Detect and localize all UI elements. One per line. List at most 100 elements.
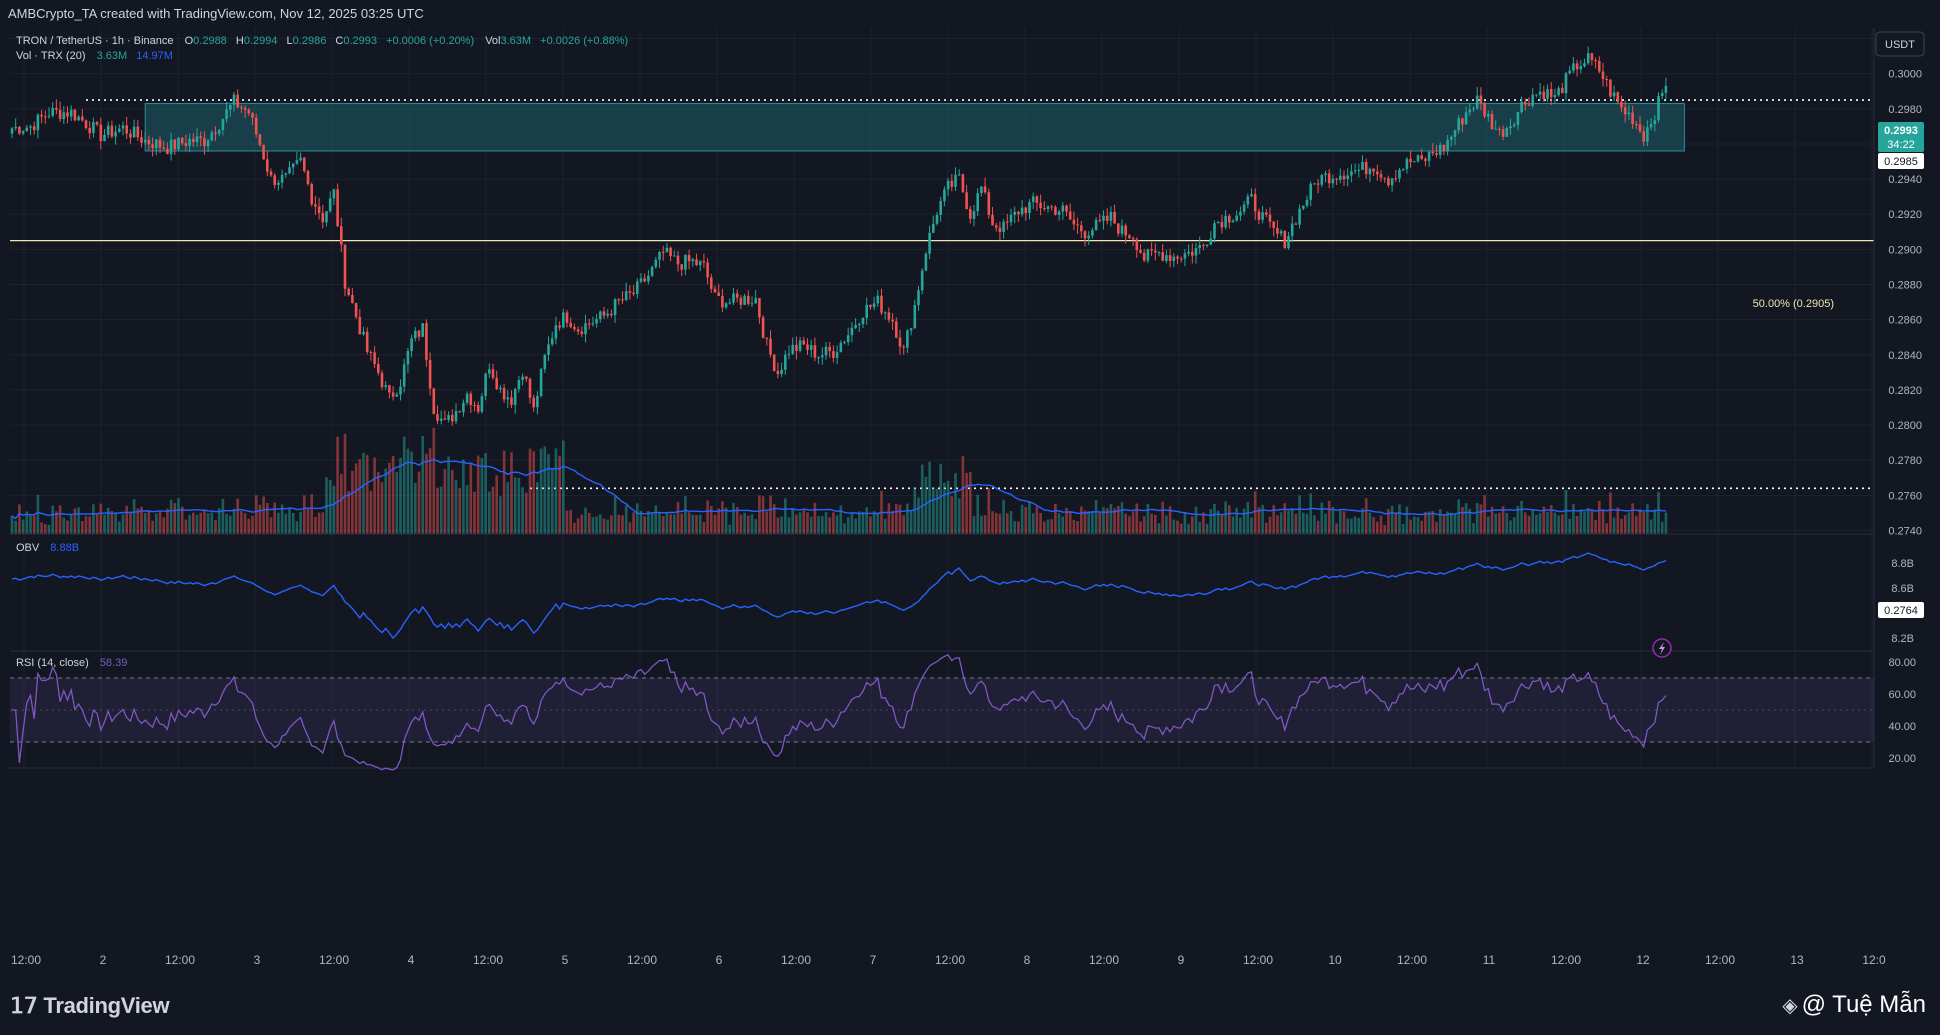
time-tick-label: 8 — [1024, 953, 1031, 967]
volume-bar — [1424, 511, 1427, 534]
candle-body — [1061, 205, 1065, 212]
candle-body — [1017, 211, 1020, 215]
volume-bar — [602, 518, 606, 534]
volume-bar — [306, 508, 310, 534]
volume-bar — [817, 515, 820, 534]
candle-body — [18, 126, 21, 134]
tradingview-logo[interactable]: 𝟣𝟩 TradingView — [10, 993, 170, 1019]
time-tick-label: 12:0 — [1862, 953, 1886, 967]
volume-bar — [621, 515, 624, 534]
lightning-icon[interactable] — [1652, 638, 1672, 658]
low-label: L — [287, 35, 293, 47]
volume-bar — [1520, 500, 1523, 534]
candle-body — [517, 380, 521, 390]
volume-bar — [1357, 518, 1361, 534]
volume-bar — [869, 516, 872, 534]
price-tick-label: 0.2780 — [1888, 455, 1922, 467]
candle-body — [909, 328, 913, 331]
volume-bar — [1339, 510, 1342, 534]
candle-body — [1350, 171, 1353, 176]
candle-body — [724, 303, 728, 308]
candle-body — [1605, 79, 1608, 81]
candle-body — [210, 132, 214, 141]
candle-body — [1483, 102, 1486, 117]
volume-bar — [1028, 500, 1031, 534]
volume-bar — [1420, 520, 1423, 534]
volume-bar — [846, 517, 850, 534]
candle-body — [528, 378, 532, 398]
volume-bar — [328, 479, 332, 534]
volume-bar — [266, 502, 269, 534]
candle-body — [1316, 183, 1320, 185]
volume-bar — [1616, 507, 1620, 534]
volume-bar — [1183, 512, 1187, 534]
time-tick-label: 12:00 — [627, 953, 657, 967]
currency-button[interactable]: USDT — [1875, 31, 1925, 57]
volume-bar — [935, 489, 939, 534]
volume-bar — [654, 505, 658, 534]
candle-body — [913, 305, 917, 329]
volume-label: Vol — [485, 35, 500, 47]
candle-body — [1368, 168, 1372, 175]
volume-bar — [414, 482, 417, 534]
volume-bar — [32, 515, 36, 534]
chart-area[interactable]: 0.30200.30000.29800.29600.29400.29200.29… — [0, 28, 1940, 981]
candle-body — [1165, 255, 1168, 261]
candle-body — [155, 139, 158, 149]
rsi-tick-label: 80.00 — [1888, 657, 1916, 669]
candle-body — [1209, 238, 1213, 245]
candle-body — [1168, 255, 1172, 261]
volume-bar — [902, 515, 905, 534]
candle-body — [684, 255, 687, 270]
candle-body — [650, 266, 654, 276]
candle-body — [1031, 196, 1035, 203]
price-tick-label: 0.2940 — [1888, 174, 1922, 186]
candle-body — [809, 345, 813, 350]
candle-body — [10, 128, 14, 134]
price-chart-svg[interactable]: 0.30200.30000.29800.29600.29400.29200.29… — [0, 28, 1940, 981]
candle-body — [1653, 120, 1657, 125]
volume-bar — [180, 506, 184, 534]
candle-body — [1065, 205, 1068, 212]
candle-body — [1542, 91, 1546, 99]
volume-bar — [987, 488, 991, 534]
volume-bar — [1516, 506, 1520, 534]
volume-bar — [821, 515, 824, 534]
candle-body — [499, 387, 502, 390]
candle-body — [395, 394, 399, 397]
candle-body — [935, 214, 939, 224]
ohlc-legend: TRON / TetherUS · 1h · Binance O0.2988 H… — [16, 35, 628, 47]
volume-bar — [1216, 510, 1220, 534]
candle-body — [336, 189, 339, 227]
volume-bar — [891, 510, 894, 534]
candle-body — [550, 338, 554, 345]
candle-body — [1198, 245, 1201, 249]
candle-body — [1646, 127, 1649, 142]
candle-body — [965, 192, 968, 210]
candle-body — [525, 376, 528, 379]
volume-bar — [1039, 513, 1042, 534]
candle-body — [1401, 169, 1405, 171]
candle-body — [565, 312, 569, 323]
candle-body — [180, 137, 184, 144]
obv-axis-labels: 8.8B8.6B8.4B8.2B — [1891, 558, 1914, 645]
volume-bar — [1353, 516, 1357, 534]
candle-body — [621, 299, 624, 301]
candle-body — [573, 327, 576, 330]
candle-body — [1490, 113, 1494, 130]
candle-body — [1020, 207, 1024, 215]
chart-caption: AMBCrypto_TA created with TradingView.co… — [8, 6, 424, 21]
volume-bar — [1020, 504, 1024, 534]
candle-body — [613, 299, 617, 316]
volume-bar — [747, 515, 750, 534]
candle-body — [706, 262, 709, 278]
candle-body — [624, 291, 628, 300]
price-tick-label: 0.2740 — [1888, 525, 1922, 537]
currency-button-label[interactable]: USDT — [1885, 39, 1915, 51]
candle-body — [432, 388, 436, 415]
volume-bar — [920, 464, 924, 534]
volume-bar — [1564, 490, 1568, 534]
candle-body — [240, 107, 243, 109]
candle-body — [1627, 112, 1631, 115]
candle-body — [1327, 173, 1331, 184]
